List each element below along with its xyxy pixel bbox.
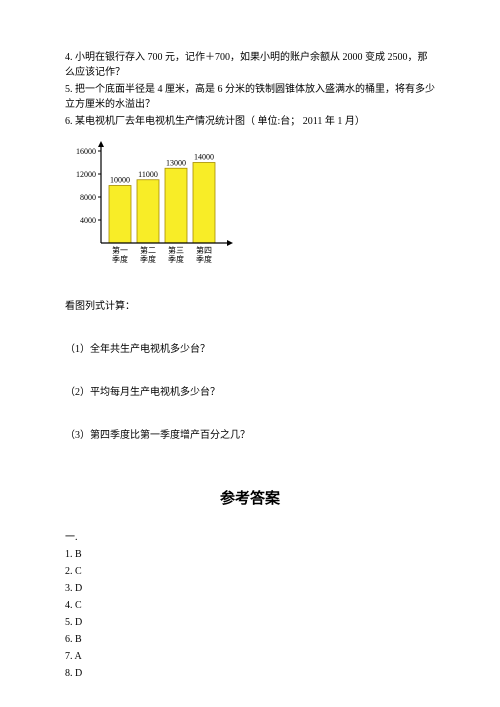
svg-text:16000: 16000 xyxy=(76,147,96,156)
problem-5: 5. 把一个底面半径是 4 厘米，高是 6 分米的铁制圆锥体放入盛满水的桶里，将… xyxy=(65,82,435,112)
bar-chart-svg: 40008000120001600010000第一季度11000第二季度1300… xyxy=(65,141,250,271)
svg-text:季度: 季度 xyxy=(196,254,212,264)
answer-item: 6. B xyxy=(65,632,435,647)
answer-item: 1. B xyxy=(65,547,435,562)
svg-text:第三: 第三 xyxy=(168,245,184,255)
problem-4: 4. 小明在银行存入 700 元，记作＋700，如果小明的账户余额从 2000 … xyxy=(65,50,435,80)
answer-item: 4. C xyxy=(65,598,435,613)
svg-text:季度: 季度 xyxy=(168,254,184,264)
svg-text:4000: 4000 xyxy=(80,216,96,225)
svg-text:10000: 10000 xyxy=(110,176,130,185)
answer-item: 2. C xyxy=(65,564,435,579)
svg-text:11000: 11000 xyxy=(138,170,158,179)
bar-chart: 40008000120001600010000第一季度11000第二季度1300… xyxy=(65,141,435,271)
answer-item: 7. A xyxy=(65,649,435,664)
answers-section-label: 一. xyxy=(65,530,435,545)
sub-question-3: （3）第四季度比第一季度增产百分之几？ xyxy=(65,428,435,443)
svg-text:13000: 13000 xyxy=(166,158,186,167)
svg-text:12000: 12000 xyxy=(76,170,96,179)
svg-text:第二: 第二 xyxy=(140,245,156,255)
chart-instruction: 看图列式计算： xyxy=(65,299,435,314)
answer-item: 3. D xyxy=(65,581,435,596)
sub-question-2: （2）平均每月生产电视机多少台？ xyxy=(65,385,435,400)
answers-block: 一. 1. B 2. C 3. D 4. C 5. D 6. B 7. A 8.… xyxy=(65,530,435,681)
problem-6: 6. 某电视机厂去年电视机生产情况统计图（ 单位:台； 2011 年 1 月） xyxy=(65,114,435,129)
answer-item: 5. D xyxy=(65,615,435,630)
svg-text:14000: 14000 xyxy=(194,153,214,162)
sub-question-1: （1）全年共生产电视机多少台？ xyxy=(65,342,435,357)
answers-heading: 参考答案 xyxy=(65,487,435,508)
answer-item: 8. D xyxy=(65,666,435,681)
svg-text:第四: 第四 xyxy=(196,245,212,255)
svg-text:8000: 8000 xyxy=(80,193,96,202)
svg-text:季度: 季度 xyxy=(140,254,156,264)
svg-text:第一: 第一 xyxy=(112,245,128,255)
svg-text:季度: 季度 xyxy=(112,254,128,264)
